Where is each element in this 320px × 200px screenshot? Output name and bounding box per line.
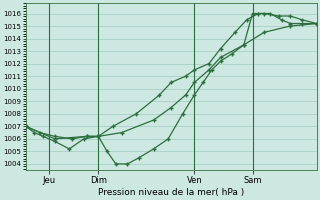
X-axis label: Pression niveau de la mer( hPa ): Pression niveau de la mer( hPa ) (98, 188, 244, 197)
